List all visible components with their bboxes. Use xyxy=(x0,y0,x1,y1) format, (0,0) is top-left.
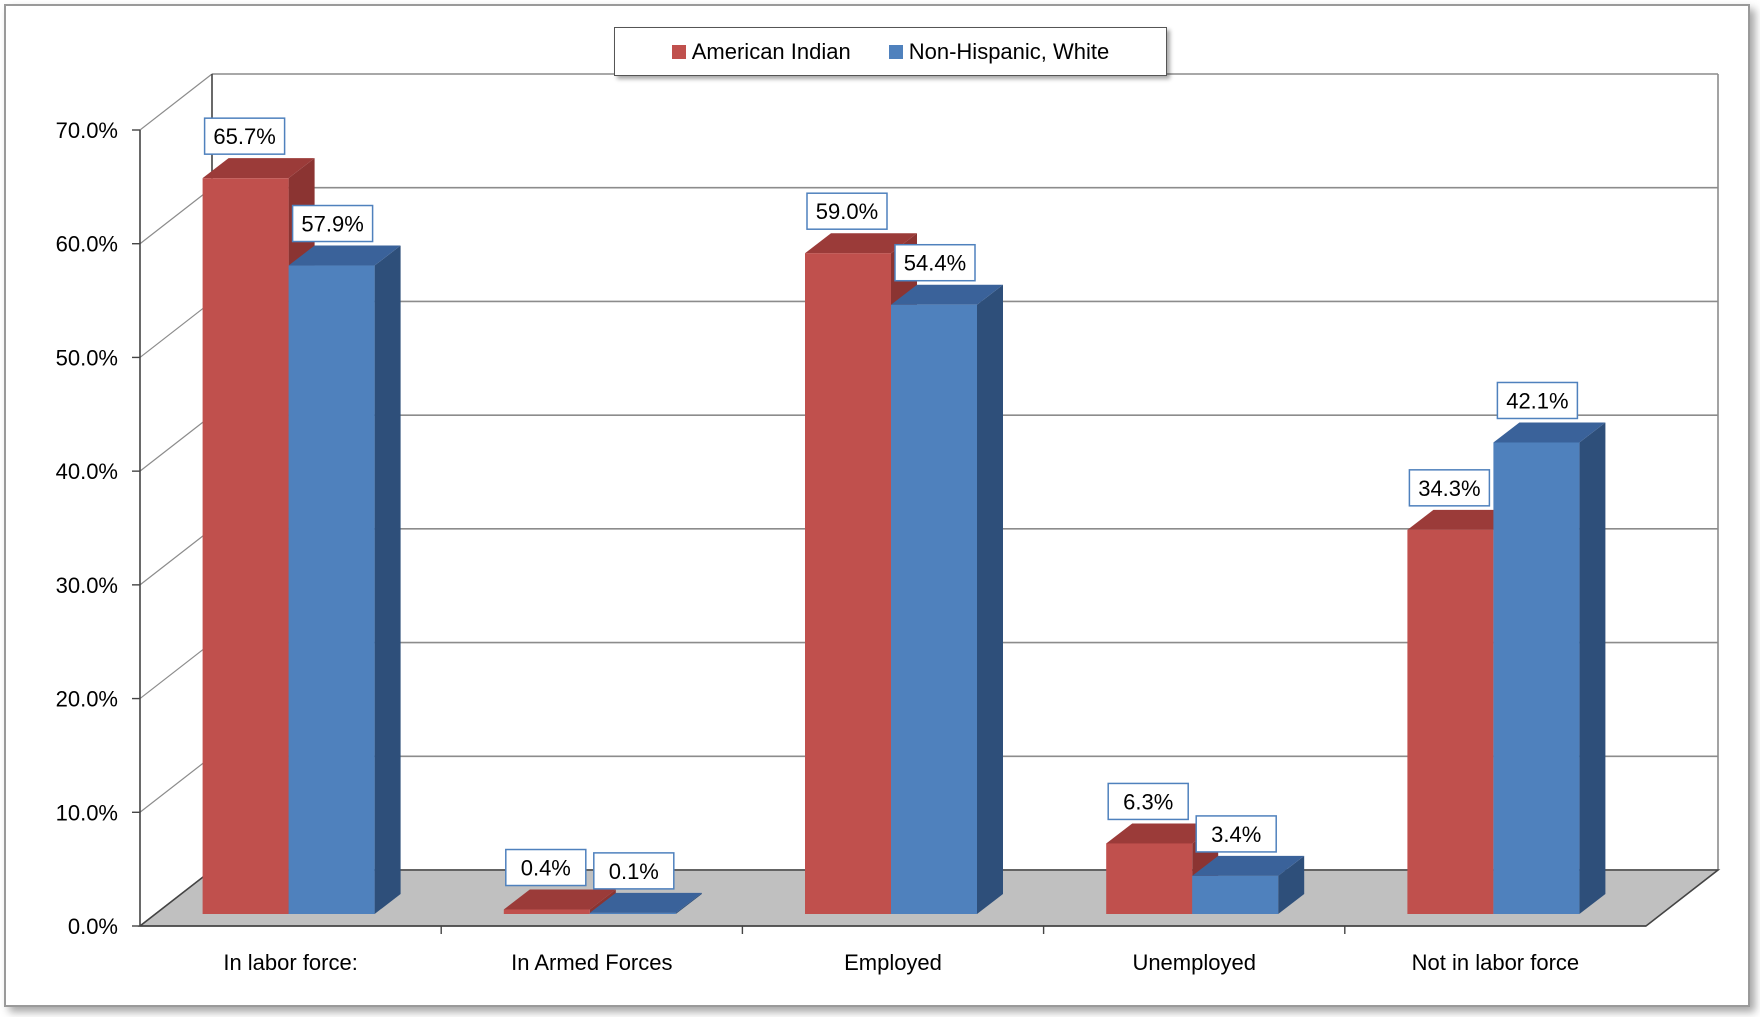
gridline-side xyxy=(139,755,213,813)
bar-non-hispanic-white-unemployed xyxy=(1192,875,1279,914)
y-tick-label: 0.0% xyxy=(68,914,118,939)
data-label-box-american-indian-not-in-labor-force xyxy=(1408,469,1491,507)
bar-side-non-hispanic-white-employed xyxy=(977,284,1003,915)
data-label-non-hispanic-white-in-labor-force: 57.9% xyxy=(301,212,363,237)
bar-top-non-hispanic-white-not-in-labor-force xyxy=(1493,422,1606,443)
data-label-american-indian-in-labor-force: 65.7% xyxy=(213,124,275,149)
bar-top-american-indian-unemployed xyxy=(1106,823,1219,844)
gridline-side xyxy=(139,73,213,131)
x-tick-label-unemployed: Unemployed xyxy=(1132,950,1256,975)
gridline-side xyxy=(139,414,213,472)
y-tick-label: 70.0% xyxy=(56,118,118,143)
legend-swatch-non-hispanic-white xyxy=(888,44,903,59)
bar-side-non-hispanic-white-not-in-labor-force xyxy=(1579,422,1606,914)
bar-chart: 0.0% 10.0% 20.0% 30.0% 40.0% 50.0% 60.0% 70.0% I… xyxy=(56,73,1721,975)
data-label-box-american-indian-unemployed xyxy=(1107,782,1189,821)
data-label-american-indian-in-armed-forces: 0.4% xyxy=(521,856,571,881)
bar-top-non-hispanic-white-employed xyxy=(891,284,1003,305)
y-tick-label: 20.0% xyxy=(56,687,118,712)
gridline-side xyxy=(139,300,213,358)
chart-frame: 0.0% 10.0% 20.0% 30.0% 40.0% 50.0% 60.0% 70.0% I… xyxy=(4,4,1750,1007)
data-label-box-non-hispanic-white-in-armed-forces xyxy=(593,852,675,890)
y-tick-label: 40.0% xyxy=(56,459,118,484)
bar-top-non-hispanic-white-in-labor-force xyxy=(288,245,401,266)
legend-item-non-hispanic-white: Non-Hispanic, White xyxy=(888,38,1110,65)
bar-non-hispanic-white-not-in-labor-force xyxy=(1493,442,1580,914)
gridline-side xyxy=(139,528,213,586)
data-label-box-non-hispanic-white-employed xyxy=(894,243,976,282)
bar-side-non-hispanic-white-in-armed-forces xyxy=(675,892,702,914)
data-label-american-indian-employed: 59.0% xyxy=(816,199,878,224)
data-label-box-non-hispanic-white-unemployed xyxy=(1195,815,1277,853)
data-label-american-indian-unemployed: 6.3% xyxy=(1123,789,1173,814)
bar-top-american-indian-not-in-labor-force xyxy=(1407,509,1520,530)
bar-side-non-hispanic-white-in-labor-force xyxy=(374,245,401,914)
legend: American Indian Non-Hispanic, White xyxy=(614,27,1167,76)
bar-top-non-hispanic-white-in-armed-forces xyxy=(589,892,702,913)
x-tick-label-not-in-labor-force: Not in labor force xyxy=(1412,950,1580,975)
legend-label-american-indian: American Indian xyxy=(691,38,851,64)
gridline-side xyxy=(139,187,213,245)
bar-american-indian-unemployed xyxy=(1106,843,1193,914)
x-tick-label-in-armed-forces: In Armed Forces xyxy=(511,950,672,975)
bar-american-indian-employed xyxy=(805,253,891,914)
bar-non-hispanic-white-in-labor-force xyxy=(288,265,375,914)
data-label-box-non-hispanic-white-not-in-labor-force xyxy=(1496,381,1579,420)
data-label-non-hispanic-white-unemployed: 3.4% xyxy=(1211,822,1261,847)
bar-american-indian-not-in-labor-force xyxy=(1407,529,1494,914)
bar-top-american-indian-employed xyxy=(805,233,917,254)
data-label-american-indian-not-in-labor-force: 34.3% xyxy=(1418,476,1480,501)
data-label-non-hispanic-white-in-armed-forces: 0.1% xyxy=(609,859,659,884)
y-tick-label: 50.0% xyxy=(56,345,118,370)
bar-top-non-hispanic-white-unemployed xyxy=(1192,855,1305,876)
legend-swatch-american-indian xyxy=(671,44,686,59)
data-label-non-hispanic-white-employed: 54.4% xyxy=(904,251,966,276)
data-label-box-non-hispanic-white-in-labor-force xyxy=(291,204,374,243)
bar-top-american-indian-in-labor-force xyxy=(202,158,315,179)
bar-side-non-hispanic-white-unemployed xyxy=(1278,855,1305,914)
data-label-box-american-indian-employed xyxy=(806,192,888,230)
x-tick-label-in-labor-force: In labor force: xyxy=(223,950,358,975)
legend-item-american-indian: American Indian xyxy=(671,38,851,65)
bar-non-hispanic-white-employed xyxy=(891,304,977,915)
bar-top-american-indian-in-armed-forces xyxy=(503,889,616,910)
data-label-box-american-indian-in-armed-forces xyxy=(505,848,587,887)
gridline-side xyxy=(139,642,213,700)
bar-non-hispanic-white-in-armed-forces xyxy=(589,912,676,914)
y-tick-label: 60.0% xyxy=(56,232,118,257)
legend-label-non-hispanic-white: Non-Hispanic, White xyxy=(908,38,1110,64)
bar-american-indian-in-labor-force xyxy=(202,178,289,914)
y-tick-label: 30.0% xyxy=(56,573,118,598)
y-tick-label: 10.0% xyxy=(56,800,118,825)
data-label-non-hispanic-white-not-in-labor-force: 42.1% xyxy=(1506,388,1568,413)
x-tick-label-employed: Employed xyxy=(844,950,942,975)
bar-american-indian-in-armed-forces xyxy=(503,909,590,914)
data-label-box-american-indian-in-labor-force xyxy=(203,117,286,155)
